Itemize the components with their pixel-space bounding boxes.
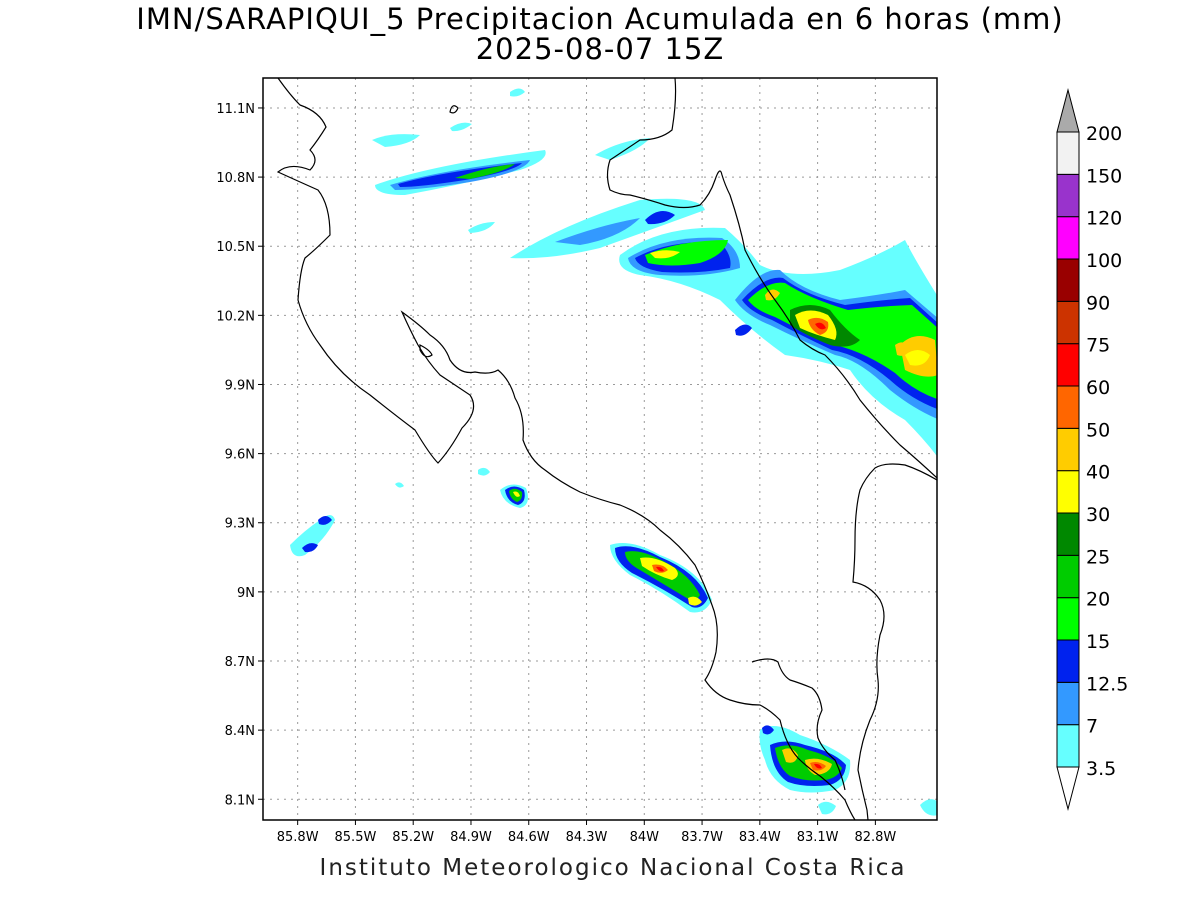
colorbar-label: 150 [1086,165,1122,187]
lat-tick-label: 10.5N [216,240,255,255]
colorbar-label: 7 [1086,716,1098,738]
precip-cell-caribbean [619,227,937,457]
colorbar-label: 50 [1086,419,1110,441]
lat-tick-label: 8.1N [225,793,255,808]
lat-tick-label: 10.8N [216,171,255,186]
colorbar-swatch [1056,470,1080,514]
lat-tick-label: 9.9N [225,378,255,393]
lat-tick-label: 8.7N [225,655,255,670]
colorbar-under-arrow [1056,766,1080,811]
colorbar-label: 15 [1086,631,1110,653]
colorbar-label: 120 [1086,208,1122,230]
colorbar-swatch [1056,724,1080,768]
latitude-labels: 11.1N 10.8N 10.5N 10.2N 9.9N 9.6N 9.3N 9N 8.7N 8.… [216,102,255,808]
lat-tick-label: 9N [237,586,255,601]
colorbar-swatch [1056,343,1080,387]
lon-tick-label: 83.1W [797,830,839,845]
lat-tick-label: 8.4N [225,724,255,739]
lon-tick-label: 82.8W [854,830,896,845]
precip-cell-san-carlos [468,198,705,259]
precipitation-colorbar: 3.5 7 12.5 15 20 25 30 40 50 60 75 90 100 120 150 200 [1056,88,1128,811]
lon-tick-label: 85.5W [335,830,377,845]
colorbar-swatch [1056,554,1080,599]
colorbar-swatch [1056,597,1080,641]
lat-tick-label: 9.6N [225,448,255,463]
footer-credit: Instituto Meteorologico Nacional Costa R… [319,855,907,881]
colorbar-label: 20 [1086,589,1110,611]
colorbar-swatch [1056,131,1080,175]
colorbar-swatch [1056,173,1080,218]
precip-cell-north-band [372,88,650,195]
axis-ticks [258,107,876,825]
lon-tick-label: 84.3W [566,830,608,845]
lon-tick-label: 83.4W [739,830,781,845]
colorbar-label: 40 [1086,462,1110,484]
colorbar-label: 60 [1086,377,1110,399]
colorbar-swatch [1056,427,1080,472]
lon-tick-label: 84W [630,830,660,845]
coastline-borders [276,78,937,820]
colorbar-swatch [1056,681,1080,726]
colorbar-swatch [1056,258,1080,302]
colorbar-label: 3.5 [1086,758,1116,780]
colorbar-swatch [1056,639,1080,683]
colorbar-label: 90 [1086,292,1110,314]
map-title: IMN/SARAPIQUI_5 Precipitacion Acumulada … [136,2,1064,36]
colorbar-label: 12.5 [1086,673,1128,695]
colorbar-swatch [1056,300,1080,345]
colorbar-swatch [1056,385,1080,429]
colorbar-swatch [1056,216,1080,260]
precip-cell-osa [759,725,937,816]
colorbar-label: 200 [1086,123,1122,145]
lon-tick-label: 84.9W [450,830,492,845]
precipitation-shading [290,88,937,816]
colorbar-label: 25 [1086,546,1110,568]
colorbar-swatch [1056,512,1080,556]
lon-tick-label: 85.2W [392,830,434,845]
colorbar-label: 75 [1086,335,1110,357]
map-frame [262,77,938,821]
map-gridlines [263,78,937,820]
colorbar-label: 30 [1086,504,1110,526]
map-valid-time: 2025-08-07 15Z [475,32,725,66]
lat-tick-label: 11.1N [216,102,255,117]
lon-tick-label: 85.8W [277,830,319,845]
lat-tick-label: 9.3N [225,517,255,532]
colorbar-label: 100 [1086,250,1122,272]
lon-tick-label: 83.7W [681,830,723,845]
lat-tick-label: 10.2N [216,309,255,324]
longitude-labels: 85.8W 85.5W 85.2W 84.9W 84.6W 84.3W 84W 83.7W 83… [277,830,897,845]
precip-cell-pacific-central [290,467,712,613]
lon-tick-label: 84.6W [508,830,550,845]
colorbar-over-arrow [1056,88,1080,133]
